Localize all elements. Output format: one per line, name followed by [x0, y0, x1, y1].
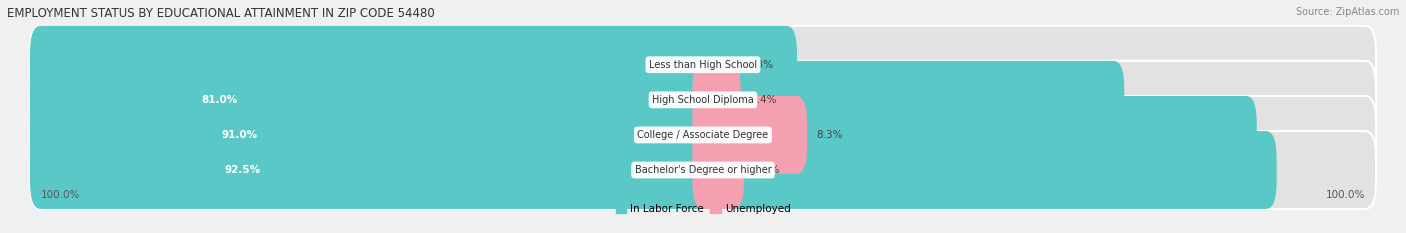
FancyBboxPatch shape [30, 96, 1376, 174]
Text: 100.0%: 100.0% [1326, 190, 1365, 200]
FancyBboxPatch shape [692, 131, 744, 209]
Text: 100.0%: 100.0% [41, 190, 80, 200]
Text: 91.0%: 91.0% [221, 130, 257, 140]
FancyBboxPatch shape [30, 26, 1376, 104]
Text: 92.5%: 92.5% [225, 165, 260, 175]
Text: College / Associate Degree: College / Associate Degree [637, 130, 769, 140]
FancyBboxPatch shape [30, 61, 1376, 139]
Text: EMPLOYMENT STATUS BY EDUCATIONAL ATTAINMENT IN ZIP CODE 54480: EMPLOYMENT STATUS BY EDUCATIONAL ATTAINM… [7, 7, 434, 20]
Text: 0.0%: 0.0% [723, 60, 749, 70]
FancyBboxPatch shape [30, 131, 1277, 209]
Legend: In Labor Force, Unemployed: In Labor Force, Unemployed [612, 200, 794, 219]
Text: 81.0%: 81.0% [201, 95, 238, 105]
Text: 2.7%: 2.7% [754, 165, 780, 175]
Text: 2.4%: 2.4% [749, 95, 776, 105]
Text: Bachelor's Degree or higher: Bachelor's Degree or higher [634, 165, 772, 175]
FancyBboxPatch shape [30, 61, 1125, 139]
FancyBboxPatch shape [30, 26, 797, 104]
FancyBboxPatch shape [30, 96, 1257, 174]
Text: High School Diploma: High School Diploma [652, 95, 754, 105]
Text: Source: ZipAtlas.com: Source: ZipAtlas.com [1295, 7, 1399, 17]
Text: 56.3%: 56.3% [740, 60, 773, 70]
FancyBboxPatch shape [692, 96, 807, 174]
Text: Less than High School: Less than High School [650, 60, 756, 70]
FancyBboxPatch shape [30, 131, 1376, 209]
FancyBboxPatch shape [692, 61, 741, 139]
Text: 8.3%: 8.3% [817, 130, 842, 140]
